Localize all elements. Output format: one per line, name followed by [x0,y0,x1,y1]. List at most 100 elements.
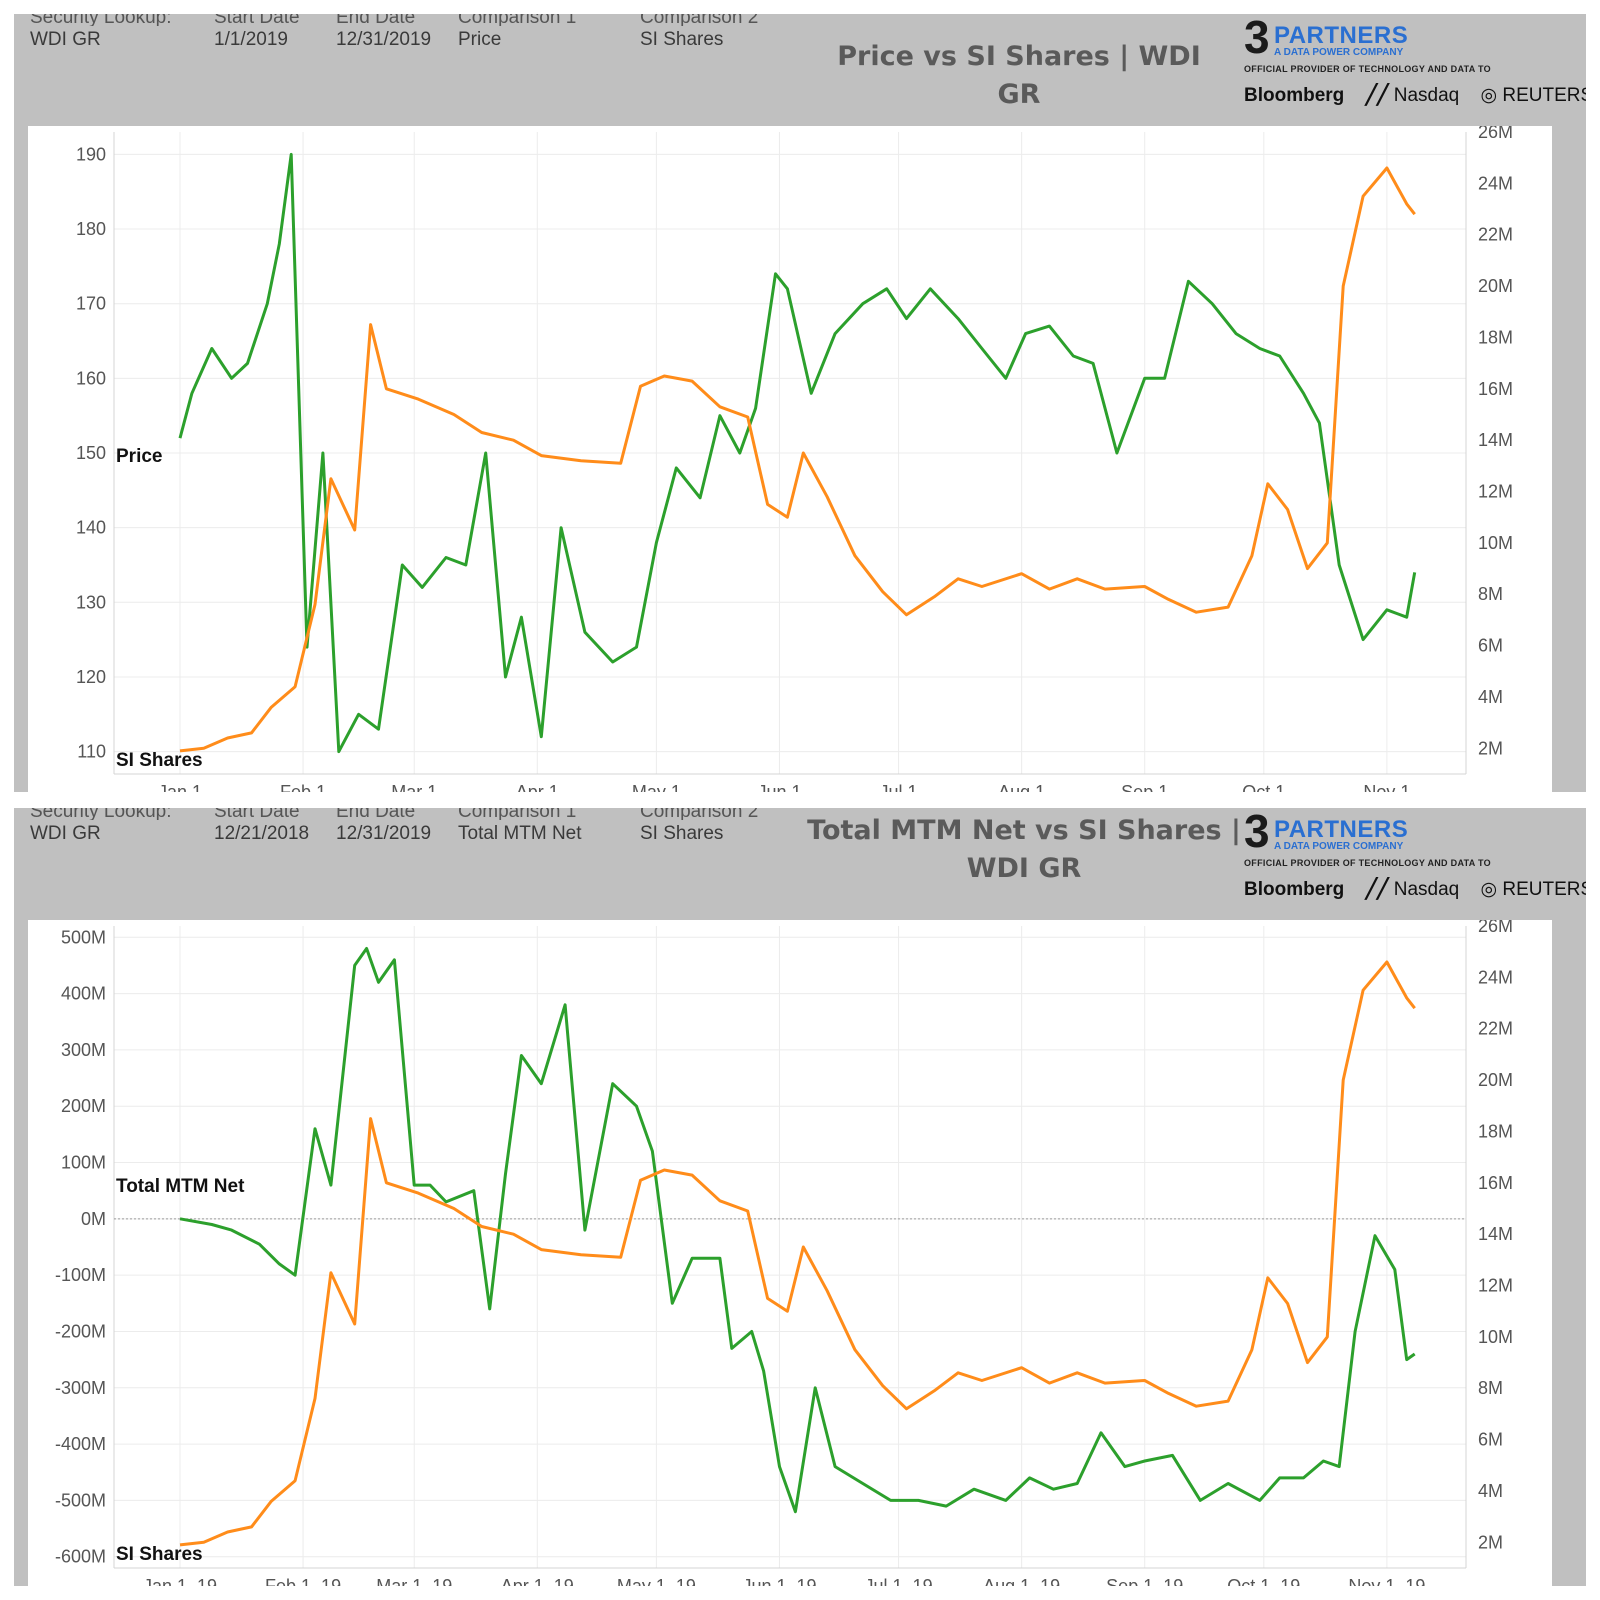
logo-number: 3 [1244,14,1270,63]
comparison-2-value: SI Shares [640,29,724,50]
x-tick-label: Aug 1, 19 [983,1576,1060,1586]
security-lookup-field: Security Lookup: WDI GR [30,808,172,845]
left-axis-tick-label: 190 [76,144,106,164]
right-axis-tick-label: 16M [1478,1173,1513,1193]
chart-title: Total MTM Net vs SI Shares | WDI GR [804,812,1244,888]
comparison-1-header: Comparison 1 [458,14,577,26]
right-axis-tick-label: 4M [1478,687,1503,707]
logo-number: 3 [1244,808,1270,857]
right-axis-tick-label: 24M [1478,173,1513,193]
left-axis-tick-label: 110 [77,742,106,762]
right-axis-tick-label: 10M [1478,1327,1513,1347]
x-tick-label: May 1, 19 [617,1576,696,1586]
end-date-field: End Date 12/31/2019 [336,808,431,845]
right-axis-tick-label: 14M [1478,1224,1513,1244]
start-date-field: Start Date 12/21/2018 [214,808,309,845]
bloomberg-logo: Bloomberg [1244,85,1345,106]
logo-brand: PARTNERS [1274,816,1409,843]
x-tick-label: Jan 1 [158,782,202,792]
bloomberg-logo: Bloomberg [1244,879,1345,900]
s3-partners-logo: 3 PARTNERS A DATA POWER COMPANY OFFICIAL… [1244,14,1586,114]
left-axis-tick-label: 160 [76,368,106,388]
comparison-2-field: Comparison 2 SI Shares [640,14,758,51]
left-axis-tick-label: -100M [55,1265,106,1285]
start-date-header: Start Date [214,808,300,820]
s3-partners-logo: 3 PARTNERS A DATA POWER COMPANY OFFICIAL… [1244,808,1586,908]
chart-title: Price vs SI Shares | WDI GR [837,41,1201,110]
end-date-header: End Date [336,808,416,820]
x-tick-label: Nov 1 [1363,782,1410,792]
start-date-value: 1/1/2019 [214,29,288,50]
end-date-value: 12/31/2019 [336,823,432,844]
x-tick-label: Aug 1 [998,782,1045,792]
x-tick-label: Oct 1, 19 [1227,1576,1300,1586]
si-shares-series-line [179,960,1416,1547]
right-axis-tick-label: 18M [1478,1121,1513,1141]
left-axis-tick-label: 140 [76,518,106,538]
left-axis-tick-label: 150 [76,443,106,463]
right-series-label: SI Shares [116,750,203,771]
x-tick-label: Oct 1 [1242,782,1285,792]
left-axis-tick-label: 130 [76,592,106,612]
left-axis-tick-label: -400M [55,1434,106,1454]
right-axis-tick-label: 12M [1478,1276,1513,1296]
chart-title-line-1: Total MTM Net vs SI Shares | [807,815,1241,846]
mtm-si-line-chart: Jan 1, 19 Feb 1, 19 Mar 1, 19 Apr 1, 19 May … [55,920,1513,1586]
right-axis-tick-label: 16M [1478,379,1513,399]
comparison-1-value: Price [458,29,502,50]
right-axis-tick-label: 22M [1478,225,1513,245]
security-lookup-value: WDI GR [30,823,101,844]
x-tick-label: Jul 1, 19 [865,1576,933,1586]
chart-title-line-2: WDI GR [966,853,1082,884]
comparison-1-header: Comparison 1 [458,808,577,820]
right-axis-tick-label: 22M [1478,1019,1513,1039]
right-axis-tick-label: 8M [1478,584,1503,604]
left-axis-tick-label: -200M [55,1321,106,1341]
right-series-label: SI Shares [116,1544,203,1565]
left-axis-tick-label: 0M [81,1209,106,1229]
left-series-label: Price [116,446,162,467]
partner-logos: Bloomberg ╱╱ Nasdaq ◎ REUTERS [1244,84,1586,107]
x-tick-label: Feb 1 [280,782,326,792]
security-lookup-field: Security Lookup: WDI GR [30,14,172,51]
left-axis-tick-label: 180 [76,219,106,239]
security-lookup-value: WDI GR [30,29,101,50]
logo-brand: PARTNERS [1274,22,1409,49]
right-axis-tick-label: 6M [1478,1430,1503,1450]
x-tick-label: Nov 1, 19 [1348,1576,1425,1586]
nasdaq-logo: ╱╱ Nasdaq [1365,879,1460,900]
end-date-field: End Date 12/31/2019 [336,14,431,51]
logo-tagline: A DATA POWER COMPANY [1274,841,1404,852]
right-axis-tick-label: 26M [1478,920,1513,936]
left-axis-tick-label: -600M [55,1547,106,1567]
right-axis-tick-label: 12M [1478,482,1513,502]
right-axis-tick-label: 14M [1478,430,1513,450]
left-axis-tick-label: -500M [55,1490,106,1510]
x-tick-label: Jul 1 [880,782,918,792]
security-lookup-header: Security Lookup: [30,808,172,820]
comparison-2-header: Comparison 2 [640,808,759,820]
price-si-line-chart: Jan 1 Feb 1 Mar 1 Apr 1 May 1 Jun 1 Jul 1 Aug 1… [76,126,1513,792]
left-axis-tick-label: 500M [61,927,106,947]
right-axis-tick-label: 10M [1478,533,1513,553]
right-axis-tick-label: 26M [1478,126,1513,142]
primary-series-line [178,152,1417,754]
x-tick-label: Jun 1, 19 [742,1576,816,1586]
reuters-logo: ◎ REUTERS [1480,879,1586,900]
left-axis-tick-label: 170 [76,294,106,314]
nasdaq-logo: ╱╱ Nasdaq [1365,85,1460,106]
right-axis-tick-label: 20M [1478,276,1513,296]
left-axis-tick-label: 400M [61,984,106,1004]
x-tick-label: Sep 1 [1121,782,1168,792]
x-tick-label: Jan 1, 19 [143,1576,217,1586]
logo-provider-text: OFFICIAL PROVIDER OF TECHNOLOGY AND DATA… [1244,858,1491,868]
reuters-logo: ◎ REUTERS [1480,85,1586,106]
left-axis-tick-label: 300M [61,1040,106,1060]
comparison-2-value: SI Shares [640,823,724,844]
right-axis-tick-label: 18M [1478,327,1513,347]
right-axis-tick-label: 2M [1478,1532,1503,1552]
logo-provider-text: OFFICIAL PROVIDER OF TECHNOLOGY AND DATA… [1244,64,1491,74]
left-axis-tick-label: 200M [61,1096,106,1116]
start-date-header: Start Date [214,14,300,26]
right-axis-tick-label: 4M [1478,1481,1503,1501]
